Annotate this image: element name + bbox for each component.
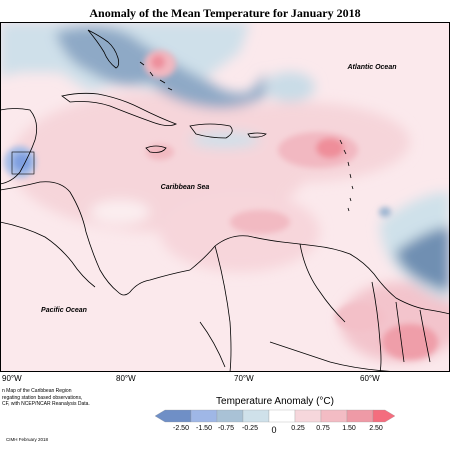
note-line: n Map of the Caribbean Region xyxy=(2,388,72,394)
cbar-seg-strong-cold xyxy=(155,409,192,423)
note-line: regating station based observations, xyxy=(2,394,83,401)
cbar-label: 0.75 xyxy=(316,425,330,432)
cbar-seg-hot xyxy=(346,409,374,423)
cbar-label: -0.75 xyxy=(218,425,234,432)
cbar-seg-cold xyxy=(190,409,218,423)
cbar-seg-slight-cool xyxy=(242,409,270,423)
credit-text: CIMH February 2018 xyxy=(6,437,49,442)
atlantic-ocean-label: Atlantic Ocean xyxy=(346,64,396,71)
legend-title: Temperature Anomaly (°C) xyxy=(216,396,334,407)
map-note: n Map of the Caribbean Region regating s… xyxy=(2,388,122,408)
cbar-seg-cool xyxy=(216,409,244,423)
cbar-label: 0.25 xyxy=(291,425,305,432)
temperature-anomaly-map: Atlantic Ocean Caribbean Sea Pacific Oce… xyxy=(0,22,450,372)
note-line: CF, with NCEP/NCAR Reanalysis Data. xyxy=(2,401,90,407)
cbar-label: 1.50 xyxy=(342,425,356,432)
color-bar xyxy=(155,409,395,423)
pacific-ocean-label: Pacific Ocean xyxy=(41,307,87,314)
map-title: Anomaly of the Mean Temperature for Janu… xyxy=(89,6,361,20)
cbar-seg-warm xyxy=(320,409,348,423)
coastlines xyxy=(0,29,450,372)
caribbean-sea-label: Caribbean Sea xyxy=(161,184,210,191)
lon-tick-70w: 70°W xyxy=(234,374,254,383)
cbar-label: -2.50 xyxy=(173,425,189,432)
lon-tick-80w: 80°W xyxy=(116,374,136,383)
cbar-label: 0 xyxy=(271,425,277,435)
cbar-seg-slight-warm xyxy=(294,409,322,423)
anomaly-hotspots xyxy=(4,50,438,360)
cbar-label: -1.50 xyxy=(196,425,212,432)
cbar-seg-neutral xyxy=(268,409,296,423)
lon-tick-60w: 60°W xyxy=(360,374,380,383)
cbar-seg-strong-hot xyxy=(372,409,395,423)
lon-tick-90w: 90°W xyxy=(2,374,22,383)
cbar-label: 2.50 xyxy=(369,425,383,432)
cbar-label: -0.25 xyxy=(242,425,258,432)
